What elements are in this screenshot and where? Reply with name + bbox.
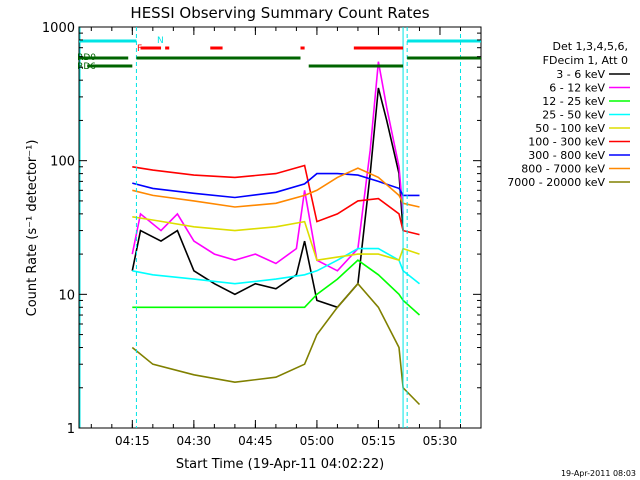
legend-label-3: 12 - 25 keV bbox=[542, 95, 605, 108]
y-tick-label-1: 1 bbox=[67, 422, 75, 437]
series-line-1 bbox=[131, 87, 404, 309]
legend: Det 1,3,4,5,6, FDecim 1, Att 0 3 - 6 keV… bbox=[507, 40, 630, 189]
legend-label-1: 3 - 6 keV bbox=[556, 68, 605, 81]
legend-header-1: Det 1,3,4,5,6, bbox=[552, 40, 628, 53]
legend-label-9: 7000 - 20000 keV bbox=[507, 176, 605, 189]
series-layer bbox=[131, 61, 421, 406]
legend-label-4: 25 - 50 keV bbox=[542, 109, 605, 122]
chart-title: HESSI Observing Summary Count Rates bbox=[130, 4, 429, 22]
series-line-7 bbox=[132, 172, 420, 199]
series-line-5 bbox=[132, 216, 420, 262]
x-tick-label-5: 05:15 bbox=[361, 434, 396, 448]
flag-label-n: N bbox=[157, 36, 164, 46]
y-tick-label-4: 1000 bbox=[42, 21, 75, 36]
y-tick-label-2: 10 bbox=[58, 288, 75, 303]
legend-label-7: 300 - 800 keV bbox=[528, 149, 605, 162]
legend-label-2: 6 - 12 keV bbox=[549, 82, 605, 95]
flag-label-f: F bbox=[137, 44, 142, 54]
legend-label-8: 800 - 7000 keV bbox=[521, 163, 605, 176]
legend-label-6: 100 - 300 keV bbox=[528, 136, 605, 149]
series-line-8 bbox=[132, 167, 420, 208]
plot-frame bbox=[78, 26, 482, 429]
series-line-9 bbox=[131, 282, 421, 406]
legend-header-2: FDecim 1, Att 0 bbox=[543, 54, 628, 67]
flag-label-rd0: RD0 bbox=[77, 53, 96, 63]
x-axis-label: Start Time (19-Apr-11 04:02:22) bbox=[176, 457, 384, 472]
series-line-3 bbox=[132, 259, 421, 316]
x-tick-label-1: 04:15 bbox=[115, 434, 150, 448]
axes-layer: 04:15 04:30 04:45 05:00 05:15 05:30 1 10 100 1000 bbox=[42, 21, 482, 448]
legend-label-5: 50 - 100 keV bbox=[535, 122, 605, 135]
y-axis-label: Count Rate (s⁻¹ detector⁻¹) bbox=[25, 140, 40, 317]
x-tick-label-4: 05:00 bbox=[300, 434, 335, 448]
x-tick-label-6: 05:30 bbox=[423, 434, 458, 448]
footer-date: 19-Apr-2011 08:03 bbox=[561, 469, 636, 478]
flag-label-rd6: RD6 bbox=[77, 62, 96, 72]
series-line-6 bbox=[132, 164, 420, 236]
x-tick-label-3: 04:45 bbox=[238, 434, 273, 448]
x-tick-label-2: 04:30 bbox=[177, 434, 212, 448]
series-line-2 bbox=[131, 61, 404, 272]
y-tick-label-3: 100 bbox=[50, 155, 75, 170]
